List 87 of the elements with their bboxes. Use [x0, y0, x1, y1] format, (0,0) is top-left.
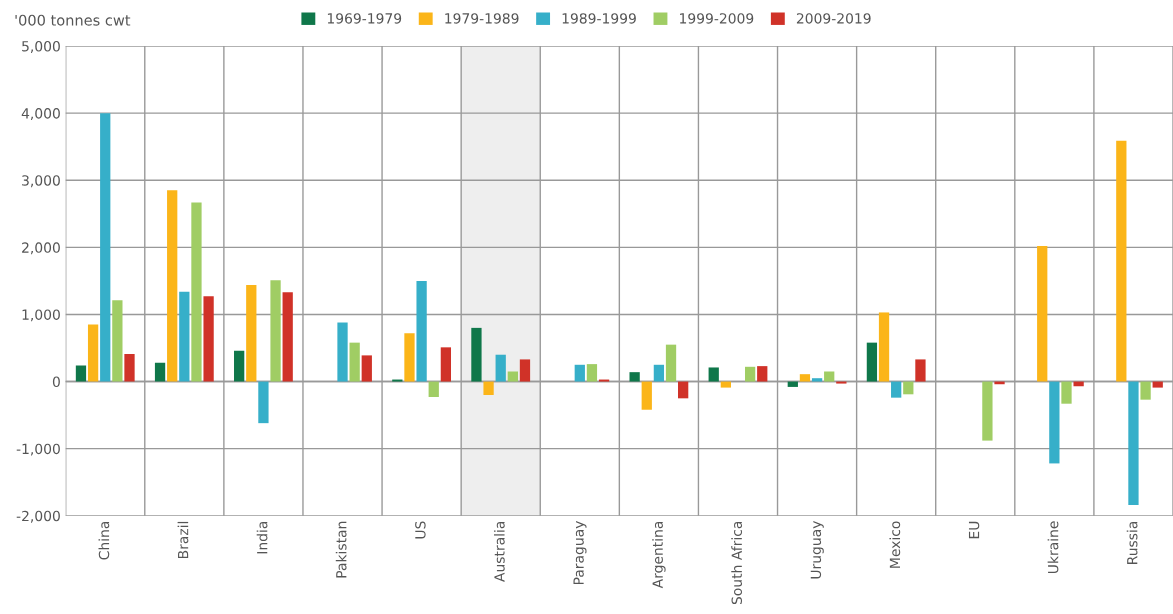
bar [891, 381, 902, 398]
y-tick-label: 5,000 [22, 41, 60, 53]
bar [361, 355, 372, 382]
y-tick-label: -2,000 [16, 510, 60, 523]
bar [915, 359, 926, 382]
bar [246, 284, 257, 382]
y-tick-label: -1,000 [16, 443, 60, 456]
bar [1116, 140, 1127, 382]
bar [392, 379, 403, 382]
bar [574, 364, 585, 382]
bar [678, 381, 689, 399]
bar [1037, 246, 1048, 382]
bar [507, 371, 518, 382]
x-tick-label: Russia [1126, 521, 1138, 564]
bar [878, 312, 890, 382]
bar [982, 381, 993, 441]
bar [495, 354, 506, 382]
x-tick-label: China [98, 521, 110, 560]
y-tick-label: 0 [52, 376, 60, 388]
bar [337, 322, 348, 382]
bar [234, 350, 245, 382]
bar [167, 190, 178, 382]
x-tick-label: EU [968, 521, 980, 539]
x-tick-label: Paraguay [573, 521, 587, 585]
bar [1152, 381, 1163, 388]
bar [179, 291, 190, 382]
y-tick-label: 2,000 [22, 242, 60, 255]
bar [258, 381, 269, 424]
bar [903, 381, 914, 395]
legend-label: 1969-1979 [327, 13, 402, 24]
bar [653, 364, 665, 382]
bar [87, 324, 99, 382]
bar [799, 374, 811, 382]
bar [282, 292, 293, 382]
x-tick-label: India [256, 521, 268, 554]
bar [866, 342, 878, 382]
legend-label: 2009-2019 [796, 13, 871, 24]
x-tick-label: Ukraine [1047, 521, 1059, 574]
bar [124, 354, 135, 382]
bar [720, 381, 731, 388]
bar [349, 342, 360, 382]
legend-label: 1989-1999 [562, 13, 636, 24]
x-tick-label: Argentina [652, 521, 666, 589]
y-tick-label: 4,000 [21, 108, 60, 121]
bar [744, 366, 756, 382]
x-tick-label: Pakistan [335, 521, 347, 578]
bar [787, 381, 798, 387]
y-tick-label: 1,000 [22, 309, 60, 322]
bar [1128, 381, 1139, 506]
bar [100, 113, 111, 382]
bar [75, 365, 87, 382]
bar [270, 280, 281, 382]
x-tick-label: US [415, 521, 426, 539]
bar [629, 372, 640, 382]
bar [757, 366, 768, 382]
legend-label: 1999-2009 [680, 13, 754, 24]
bar [203, 296, 214, 382]
bar [1073, 381, 1084, 387]
bar [112, 300, 123, 382]
bar [1061, 381, 1072, 404]
y-axis-title: '000 tonnes cwt [15, 14, 131, 26]
bar [1140, 381, 1151, 400]
y-tick-label: 3,000 [22, 175, 60, 188]
bar [824, 371, 835, 382]
bar [428, 381, 439, 397]
bar [708, 367, 719, 382]
bar [154, 362, 166, 382]
bar [416, 280, 427, 382]
bar [665, 344, 677, 382]
bar [191, 202, 202, 382]
legend-label: 1979-1989 [445, 13, 519, 24]
bar [404, 333, 415, 382]
bar [586, 364, 598, 382]
bar [641, 381, 652, 410]
x-tick-label: Australia [493, 521, 505, 582]
x-tick-label: Uruguay [810, 521, 824, 579]
bar [519, 359, 531, 382]
bar [836, 381, 847, 384]
x-tick-label: Brazil [177, 521, 189, 559]
bar [1049, 381, 1060, 464]
bar [471, 327, 482, 382]
bar [811, 378, 823, 382]
bar [483, 381, 494, 395]
x-tick-label: Mexico [889, 521, 901, 568]
bar [598, 379, 610, 382]
x-tick-label: South Africa [731, 521, 743, 605]
bar [440, 347, 452, 382]
